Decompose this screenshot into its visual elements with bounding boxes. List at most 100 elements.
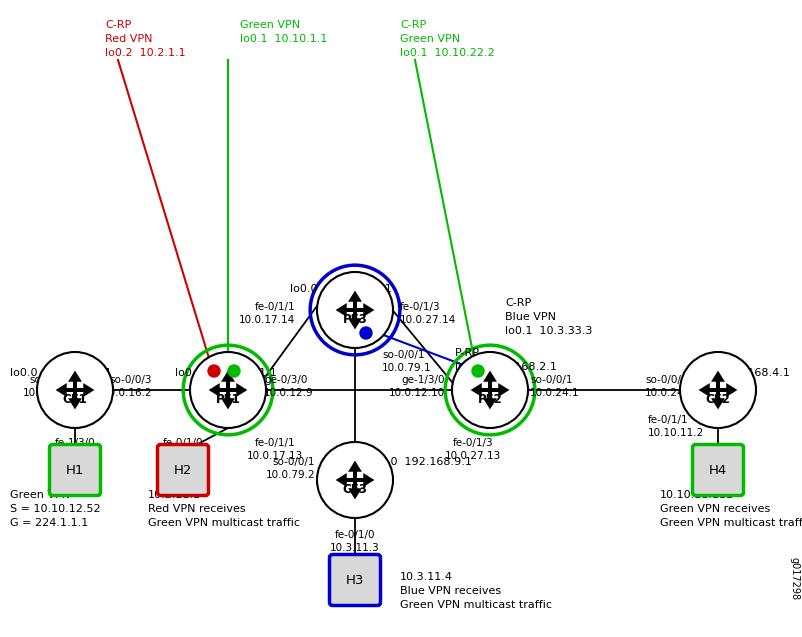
- Text: CE1: CE1: [63, 393, 87, 406]
- Text: PE1: PE1: [216, 393, 241, 406]
- Text: PE3: PE3: [342, 313, 367, 326]
- Text: Blue VPN receives: Blue VPN receives: [400, 586, 501, 596]
- FancyArrow shape: [350, 306, 359, 327]
- Text: CE2: CE2: [706, 393, 731, 406]
- FancyArrow shape: [350, 294, 359, 313]
- FancyBboxPatch shape: [50, 445, 100, 496]
- FancyArrow shape: [212, 386, 232, 394]
- FancyArrow shape: [350, 464, 359, 483]
- Text: 10.10.12.1: 10.10.12.1: [47, 451, 103, 461]
- Ellipse shape: [452, 352, 528, 428]
- Text: lo0.0  192.168.2.1: lo0.0 192.168.2.1: [455, 362, 557, 372]
- Text: Green VPN multicast traffic: Green VPN multicast traffic: [400, 600, 552, 610]
- Text: H4: H4: [709, 464, 727, 476]
- Text: fe-0/1/0: fe-0/1/0: [334, 530, 375, 540]
- Text: 10.0.27.13: 10.0.27.13: [445, 451, 501, 461]
- Text: 10.0.17.14: 10.0.17.14: [239, 315, 295, 325]
- Circle shape: [360, 327, 372, 339]
- Text: Green VPN: Green VPN: [10, 490, 70, 500]
- Text: Red VPN receives: Red VPN receives: [148, 504, 245, 514]
- Text: H1: H1: [66, 464, 84, 476]
- Text: lo0.2  10.2.1.1: lo0.2 10.2.1.1: [105, 48, 185, 58]
- Text: lo0.0  192.168.4.1: lo0.0 192.168.4.1: [688, 368, 790, 378]
- Text: 10.0.24.1: 10.0.24.1: [530, 388, 580, 398]
- FancyArrow shape: [351, 476, 371, 484]
- Text: 10.0.17.13: 10.0.17.13: [247, 451, 303, 461]
- Text: fe-1/3/0: fe-1/3/0: [55, 438, 95, 448]
- Text: CE3: CE3: [342, 483, 367, 496]
- Text: 10.0.79.1: 10.0.79.1: [382, 363, 431, 373]
- FancyArrow shape: [714, 373, 722, 394]
- Text: C-RP: C-RP: [400, 20, 426, 30]
- FancyArrow shape: [338, 476, 358, 484]
- Text: Green VPN receives: Green VPN receives: [660, 504, 770, 514]
- Text: 10.2.11.2: 10.2.11.2: [158, 451, 208, 461]
- Text: ge-1/3/0: ge-1/3/0: [402, 375, 445, 385]
- Text: G = 224.1.1.1: G = 224.1.1.1: [10, 518, 88, 528]
- FancyArrow shape: [338, 306, 358, 314]
- Ellipse shape: [680, 352, 756, 428]
- Text: lo0.0  192.168.9.1: lo0.0 192.168.9.1: [370, 457, 472, 467]
- Text: so-0/0/3: so-0/0/3: [110, 375, 152, 385]
- Text: Green VPN multicast traffic: Green VPN multicast traffic: [148, 518, 300, 528]
- FancyArrow shape: [71, 386, 91, 394]
- Text: Green VPN multicast traffic: Green VPN multicast traffic: [660, 518, 802, 528]
- Text: Green VPN: Green VPN: [400, 34, 460, 44]
- FancyArrow shape: [715, 386, 735, 394]
- FancyArrow shape: [473, 386, 493, 394]
- Text: lo0.1  10.3.33.3: lo0.1 10.3.33.3: [505, 326, 593, 336]
- Text: fe-0/1/1: fe-0/1/1: [255, 438, 295, 448]
- Text: fe-0/1/3: fe-0/1/3: [452, 438, 493, 448]
- Text: fe-0/1/0: fe-0/1/0: [163, 438, 203, 448]
- Text: g017298: g017298: [790, 557, 800, 600]
- FancyArrow shape: [59, 386, 79, 394]
- FancyArrow shape: [71, 373, 79, 394]
- Text: S = 10.10.12.52: S = 10.10.12.52: [10, 504, 100, 514]
- Text: 10.0.16.2: 10.0.16.2: [103, 388, 152, 398]
- FancyArrow shape: [486, 387, 494, 406]
- Text: 10.10.11.2: 10.10.11.2: [648, 428, 704, 438]
- Ellipse shape: [317, 442, 393, 518]
- FancyArrow shape: [224, 387, 233, 406]
- Text: so-0/0/1: so-0/0/1: [273, 457, 315, 467]
- Text: 10.3.11.4: 10.3.11.4: [400, 572, 453, 582]
- FancyBboxPatch shape: [157, 445, 209, 496]
- FancyArrow shape: [350, 476, 359, 496]
- Text: C-RP: C-RP: [505, 298, 531, 308]
- Circle shape: [472, 365, 484, 377]
- Text: so-0/0/1: so-0/0/1: [530, 375, 573, 385]
- Text: fe-0/1/3: fe-0/1/3: [400, 302, 440, 312]
- FancyArrow shape: [224, 373, 233, 394]
- FancyArrow shape: [487, 386, 507, 394]
- Text: so-0/0/1: so-0/0/1: [382, 350, 424, 360]
- Text: P-RP: P-RP: [455, 348, 480, 358]
- FancyArrow shape: [702, 386, 722, 394]
- Text: PE2: PE2: [478, 393, 502, 406]
- Text: lo0.0  192.168.6.1: lo0.0 192.168.6.1: [10, 368, 111, 378]
- FancyArrow shape: [714, 387, 722, 406]
- Text: Red VPN: Red VPN: [105, 34, 152, 44]
- Text: 10.0.16.1: 10.0.16.1: [22, 388, 72, 398]
- FancyArrow shape: [486, 373, 494, 394]
- Text: C-RP: C-RP: [105, 20, 132, 30]
- Text: lo0.0  192.168.1.1: lo0.0 192.168.1.1: [175, 368, 277, 378]
- Text: 10.10.11.111: 10.10.11.111: [660, 490, 734, 500]
- FancyArrow shape: [71, 387, 79, 406]
- Text: Green VPN: Green VPN: [240, 20, 300, 30]
- Text: H2: H2: [174, 464, 192, 476]
- Text: 10.2.11.1: 10.2.11.1: [148, 490, 201, 500]
- FancyArrow shape: [225, 386, 245, 394]
- Text: fe-0/1/1: fe-0/1/1: [254, 302, 295, 312]
- Text: 10.0.12.9: 10.0.12.9: [264, 388, 314, 398]
- Text: Blue VPN: Blue VPN: [505, 312, 556, 322]
- Text: so-0/0/3: so-0/0/3: [30, 375, 72, 385]
- Ellipse shape: [37, 352, 113, 428]
- Text: 10.0.24.2: 10.0.24.2: [645, 388, 695, 398]
- Text: 10.3.11.3: 10.3.11.3: [330, 543, 380, 553]
- Text: fe-0/1/1: fe-0/1/1: [648, 415, 689, 425]
- Text: lo0.0  192.168.7.1: lo0.0 192.168.7.1: [290, 284, 392, 294]
- Text: 10.0.12.10: 10.0.12.10: [389, 388, 445, 398]
- Circle shape: [208, 365, 220, 377]
- FancyArrow shape: [351, 306, 371, 314]
- Text: lo0.1  10.10.1.1: lo0.1 10.10.1.1: [240, 34, 327, 44]
